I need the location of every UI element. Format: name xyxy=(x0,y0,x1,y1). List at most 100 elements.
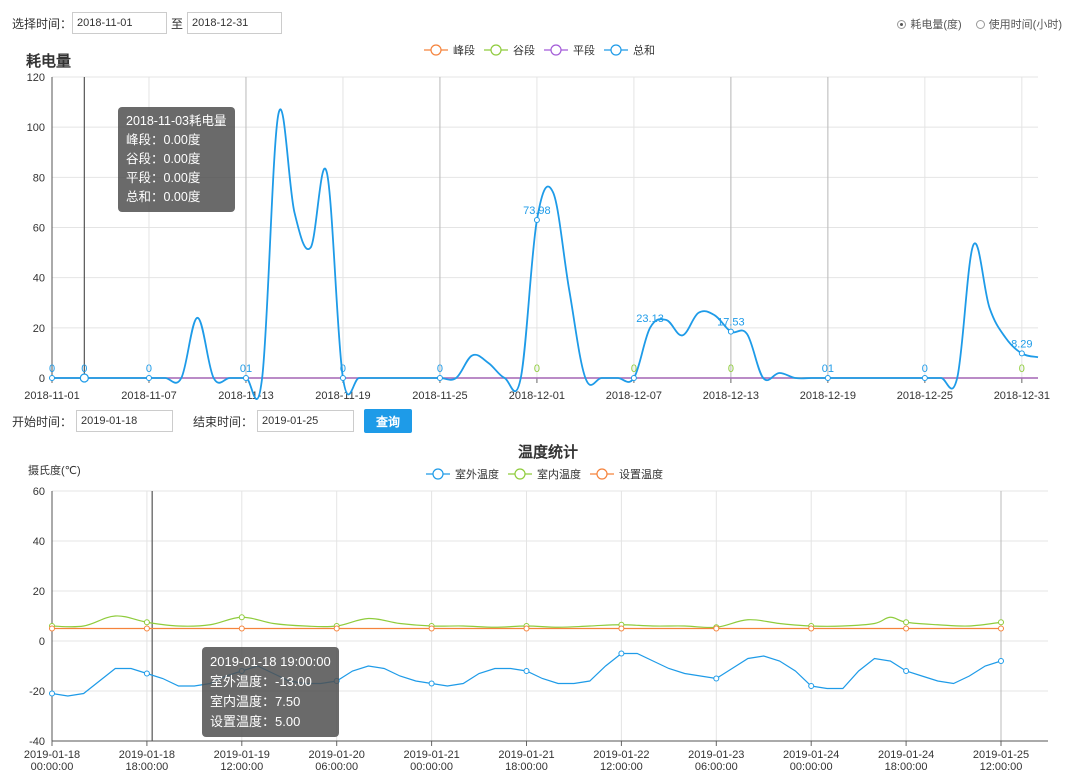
y-tick-label: 0 xyxy=(39,373,45,385)
legend-label: 平段 xyxy=(573,43,595,57)
data-point xyxy=(921,375,928,381)
mode-radio-group: 耗电量(度) 使用时间(小时) xyxy=(883,16,1062,32)
data-point xyxy=(808,625,815,632)
data-label: 0 xyxy=(631,363,637,375)
data-label: 0 xyxy=(340,363,346,375)
data-point xyxy=(333,625,340,632)
data-label: 17.53 xyxy=(717,317,745,329)
legend-marker xyxy=(550,44,562,56)
data-point xyxy=(49,690,55,697)
series-line-total xyxy=(52,108,1039,400)
tooltip-title: 2018-11-03耗电量 xyxy=(126,114,227,128)
legend-label: 室内温度 xyxy=(537,467,581,481)
x-tick-label: 2018-11-25 xyxy=(412,390,467,402)
x-tick-label-date: 2019-01-18 xyxy=(24,749,80,761)
tooltip-line: 室内温度：7.50 xyxy=(210,694,301,709)
x-tick-label-date: 2019-01-23 xyxy=(688,749,744,761)
top-filter: 选择时间： 至 xyxy=(12,12,283,34)
y-tick-label: 40 xyxy=(33,273,45,285)
x-tick-label-date: 2019-01-24 xyxy=(878,749,934,761)
y-tick-label: 20 xyxy=(33,586,45,598)
data-label: 0 xyxy=(922,363,928,375)
x-tick-label-time: 00:00:00 xyxy=(410,761,453,773)
x-tick-label-date: 2019-01-19 xyxy=(214,749,270,761)
radio-dot xyxy=(897,19,907,29)
x-tick-label-time: 06:00:00 xyxy=(695,761,738,773)
top-end-date-input[interactable] xyxy=(187,12,283,34)
x-tick-label-time: 18:00:00 xyxy=(125,761,168,773)
y-tick-label: 0 xyxy=(39,636,45,648)
y-tick-label: 60 xyxy=(33,223,45,235)
data-point xyxy=(903,619,910,626)
end-date-input[interactable] xyxy=(257,410,355,432)
y-tick-label: 120 xyxy=(27,72,45,84)
legend-label: 总和 xyxy=(633,43,655,57)
y-tick-label: 60 xyxy=(33,486,45,498)
x-tick-label: 2018-12-19 xyxy=(800,390,856,402)
radio-power[interactable]: 耗电量(度) xyxy=(897,16,962,32)
chart-title: 耗电量 xyxy=(26,52,71,70)
x-tick-label-date: 2019-01-24 xyxy=(783,749,839,761)
x-tick-label: 2018-12-13 xyxy=(703,390,759,402)
tooltip-line: 谷段：0.00度 xyxy=(126,152,201,166)
x-tick-label-date: 2019-01-21 xyxy=(403,749,459,761)
start-date-input[interactable] xyxy=(76,410,174,432)
legend-marker xyxy=(596,468,608,480)
data-point xyxy=(618,625,625,632)
data-point xyxy=(143,670,150,677)
data-point xyxy=(428,625,435,632)
data-label: 0 xyxy=(534,363,540,375)
x-tick-label-time: 12:00:00 xyxy=(600,761,643,773)
data-point xyxy=(998,619,1004,626)
top-start-date-input[interactable] xyxy=(72,12,168,34)
x-tick-label-date: 2019-01-18 xyxy=(119,749,175,761)
data-point xyxy=(145,375,152,381)
data-label: 23.13 xyxy=(636,313,664,325)
data-label: 73.98 xyxy=(523,205,551,217)
data-label: 0 xyxy=(728,363,734,375)
x-tick-label: 2018-11-01 xyxy=(24,390,79,402)
end-time-label: 结束时间： xyxy=(193,414,254,429)
data-point xyxy=(903,625,910,632)
legend-label: 峰段 xyxy=(453,43,475,57)
data-label: 0 xyxy=(437,363,443,375)
data-point xyxy=(713,625,720,632)
data-point xyxy=(713,675,720,682)
x-tick-label-time: 18:00:00 xyxy=(885,761,928,773)
x-tick-label-date: 2019-01-21 xyxy=(498,749,554,761)
data-point xyxy=(436,375,443,381)
data-label: 0 xyxy=(146,363,152,375)
data-point xyxy=(49,375,55,381)
data-point xyxy=(998,625,1004,632)
x-tick-label-date: 2019-01-20 xyxy=(309,749,365,761)
legend-label: 设置温度 xyxy=(619,467,663,481)
radio-power-label: 耗电量(度) xyxy=(910,19,962,31)
legend-marker xyxy=(514,468,526,480)
data-point xyxy=(727,328,734,335)
y-tick-label: 40 xyxy=(33,536,45,548)
radio-usage-time-label: 使用时间(小时) xyxy=(988,19,1062,31)
legend-marker xyxy=(432,468,444,480)
data-label: 01 xyxy=(822,363,834,375)
y-tick-label: 80 xyxy=(33,172,45,184)
data-point xyxy=(238,614,245,621)
data-point xyxy=(533,216,540,223)
data-point xyxy=(238,625,245,632)
x-tick-label-time: 00:00:00 xyxy=(31,761,74,773)
select-time-label: 选择时间： xyxy=(12,16,73,31)
data-point xyxy=(808,683,815,689)
tooltip-line: 平段：0.00度 xyxy=(126,171,201,185)
radio-dot xyxy=(975,19,985,29)
radio-usage-time[interactable]: 使用时间(小时) xyxy=(975,16,1062,32)
data-point xyxy=(242,375,249,381)
legend-marker xyxy=(430,44,442,56)
x-tick-label: 2018-11-13 xyxy=(218,390,273,402)
data-point xyxy=(339,375,346,381)
query-button[interactable]: 查询 xyxy=(364,409,413,433)
series-line-1 xyxy=(51,615,1002,629)
legend-label: 室外温度 xyxy=(455,467,499,481)
legend-label: 谷段 xyxy=(513,43,535,57)
data-point xyxy=(523,668,530,674)
y-tick-label: -20 xyxy=(29,686,45,698)
